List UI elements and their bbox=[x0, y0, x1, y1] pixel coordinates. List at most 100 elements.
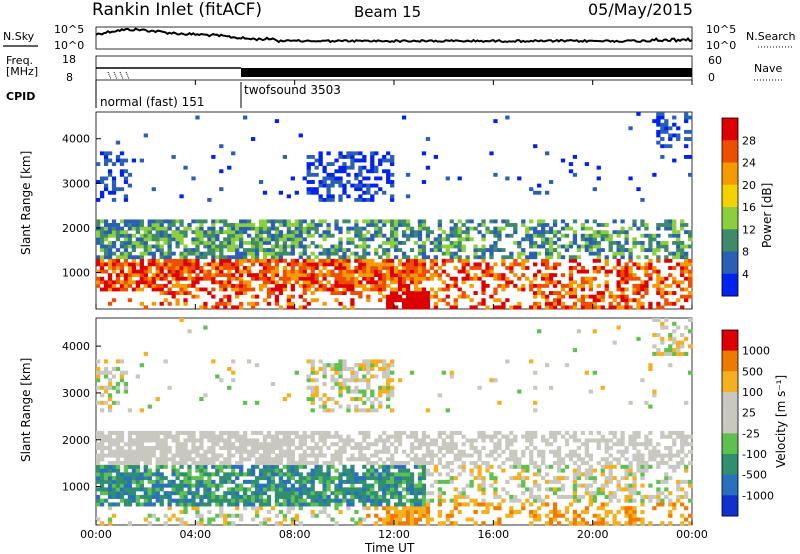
heatmap-cell bbox=[457, 430, 462, 435]
heatmap-cell bbox=[111, 494, 117, 499]
heatmap-cell bbox=[390, 197, 395, 202]
heatmap-cell bbox=[175, 266, 180, 270]
heatmap-cell bbox=[366, 483, 371, 488]
heatmap-cell bbox=[290, 464, 295, 469]
heatmap-cell bbox=[354, 479, 359, 484]
power-colorbar-swatch bbox=[722, 207, 738, 230]
heatmap-cell bbox=[374, 266, 379, 270]
heatmap-cell bbox=[401, 494, 407, 499]
heatmap-cell bbox=[405, 472, 411, 477]
heatmap-cell bbox=[600, 298, 605, 303]
heatmap-cell bbox=[441, 237, 446, 242]
heatmap-cell bbox=[227, 472, 232, 477]
heatmap-cell bbox=[326, 502, 331, 507]
heatmap-cell bbox=[175, 517, 180, 522]
heatmap-cell bbox=[207, 472, 212, 477]
heatmap-cell bbox=[576, 498, 582, 503]
heatmap-cell bbox=[159, 494, 164, 499]
heatmap-cell bbox=[684, 468, 689, 473]
heatmap-cell bbox=[254, 248, 260, 252]
heatmap-cell bbox=[258, 461, 264, 466]
heatmap-cell bbox=[243, 472, 248, 477]
heatmap-cell bbox=[445, 513, 450, 518]
heatmap-cell bbox=[123, 370, 129, 375]
heatmap-cell bbox=[155, 483, 160, 488]
heatmap-cell bbox=[318, 498, 323, 503]
heatmap-cell bbox=[648, 521, 653, 526]
heatmap-cell bbox=[668, 144, 673, 149]
heatmap-cell bbox=[227, 491, 232, 496]
heatmap-cell bbox=[334, 219, 339, 224]
heatmap-cell bbox=[449, 374, 454, 379]
heatmap-cell bbox=[211, 276, 216, 281]
heatmap-cell bbox=[664, 244, 669, 249]
heatmap-cell bbox=[505, 445, 510, 451]
heatmap-cell bbox=[183, 457, 188, 462]
heatmap-cell bbox=[378, 385, 383, 390]
heatmap-cell bbox=[350, 276, 355, 281]
heatmap-cell bbox=[366, 251, 371, 256]
heatmap-cell bbox=[417, 502, 423, 507]
heatmap-cell bbox=[556, 251, 562, 256]
heatmap-cell bbox=[243, 219, 248, 224]
heatmap-cell bbox=[568, 502, 574, 507]
heatmap-cell bbox=[576, 457, 582, 462]
heatmap-cell bbox=[624, 280, 629, 285]
heatmap-cell bbox=[143, 276, 148, 281]
heatmap-cell bbox=[624, 240, 629, 245]
heatmap-cell bbox=[390, 287, 395, 292]
heatmap-cell bbox=[282, 251, 288, 256]
heatmap-cell bbox=[620, 251, 625, 256]
heatmap-cell bbox=[155, 464, 160, 469]
heatmap-cell bbox=[354, 266, 359, 270]
heatmap-cell bbox=[147, 283, 152, 288]
heatmap-cell bbox=[127, 430, 133, 435]
heatmap-cell bbox=[231, 226, 236, 231]
heatmap-cell bbox=[223, 498, 228, 503]
heatmap-cell bbox=[457, 176, 462, 181]
heatmap-cell bbox=[195, 509, 200, 515]
heatmap-cell bbox=[660, 491, 665, 496]
heatmap-cell bbox=[207, 445, 212, 451]
heatmap-cell bbox=[167, 291, 172, 295]
heatmap-cell bbox=[473, 255, 478, 260]
heatmap-cell bbox=[680, 461, 685, 466]
heatmap-cell bbox=[270, 237, 276, 242]
heatmap-cell bbox=[179, 498, 184, 503]
heatmap-cell bbox=[99, 449, 105, 454]
heatmap-cell bbox=[254, 491, 260, 496]
heatmap-cell bbox=[310, 291, 315, 295]
heatmap-cell bbox=[334, 280, 339, 285]
heatmap-cell bbox=[688, 137, 693, 141]
heatmap-cell bbox=[107, 438, 113, 443]
heatmap-cell bbox=[290, 502, 295, 507]
heatmap-cell bbox=[326, 513, 331, 518]
heatmap-cell bbox=[640, 305, 645, 310]
heatmap-cell bbox=[517, 276, 522, 281]
heatmap-cell bbox=[417, 276, 423, 281]
heatmap-cell bbox=[390, 442, 395, 447]
heatmap-cell bbox=[374, 283, 379, 288]
heatmap-cell bbox=[544, 442, 550, 447]
heatmap-cell bbox=[473, 464, 478, 469]
heatmap-cell bbox=[350, 165, 355, 170]
heatmap-cell bbox=[680, 269, 685, 274]
heatmap-cell bbox=[529, 521, 534, 526]
heatmap-cell bbox=[537, 513, 542, 518]
heatmap-cell bbox=[445, 434, 450, 439]
heatmap-cell bbox=[668, 226, 673, 231]
heatmap-cell bbox=[572, 430, 578, 435]
heatmap-cell bbox=[286, 506, 291, 511]
heatmap-cell bbox=[362, 389, 367, 394]
heatmap-cell bbox=[397, 498, 403, 503]
heatmap-cell bbox=[394, 280, 399, 285]
heatmap-cell bbox=[314, 453, 319, 458]
heatmap-cell bbox=[397, 476, 403, 481]
heatmap-cell bbox=[596, 487, 601, 492]
heatmap-cell bbox=[552, 491, 558, 496]
heatmap-cell bbox=[191, 434, 196, 439]
heatmap-cell bbox=[199, 442, 204, 447]
heatmap-cell bbox=[556, 301, 562, 306]
heatmap-cell bbox=[223, 442, 228, 447]
heatmap-cell bbox=[564, 517, 570, 522]
